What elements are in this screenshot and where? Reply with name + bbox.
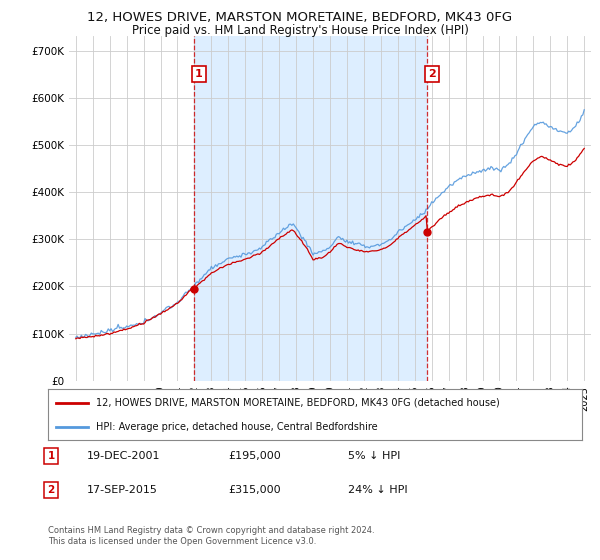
Text: 1: 1: [47, 451, 55, 461]
Text: 12, HOWES DRIVE, MARSTON MORETAINE, BEDFORD, MK43 0FG: 12, HOWES DRIVE, MARSTON MORETAINE, BEDF…: [88, 11, 512, 24]
Text: £315,000: £315,000: [228, 485, 281, 495]
Text: This data is licensed under the Open Government Licence v3.0.: This data is licensed under the Open Gov…: [48, 537, 316, 546]
Bar: [194, 36, 427, 381]
Text: 17-SEP-2015: 17-SEP-2015: [87, 485, 158, 495]
Text: Price paid vs. HM Land Registry's House Price Index (HPI): Price paid vs. HM Land Registry's House …: [131, 24, 469, 36]
Text: Contains HM Land Registry data © Crown copyright and database right 2024.: Contains HM Land Registry data © Crown c…: [48, 526, 374, 535]
Text: 12, HOWES DRIVE, MARSTON MORETAINE, BEDFORD, MK43 0FG (detached house): 12, HOWES DRIVE, MARSTON MORETAINE, BEDF…: [96, 398, 500, 408]
Text: 1: 1: [195, 69, 203, 79]
Text: 5% ↓ HPI: 5% ↓ HPI: [348, 451, 400, 461]
Text: HPI: Average price, detached house, Central Bedfordshire: HPI: Average price, detached house, Cent…: [96, 422, 377, 432]
Text: 2: 2: [47, 485, 55, 495]
Text: £195,000: £195,000: [228, 451, 281, 461]
Text: 19-DEC-2001: 19-DEC-2001: [87, 451, 161, 461]
Text: 24% ↓ HPI: 24% ↓ HPI: [348, 485, 407, 495]
Text: 2: 2: [428, 69, 436, 79]
